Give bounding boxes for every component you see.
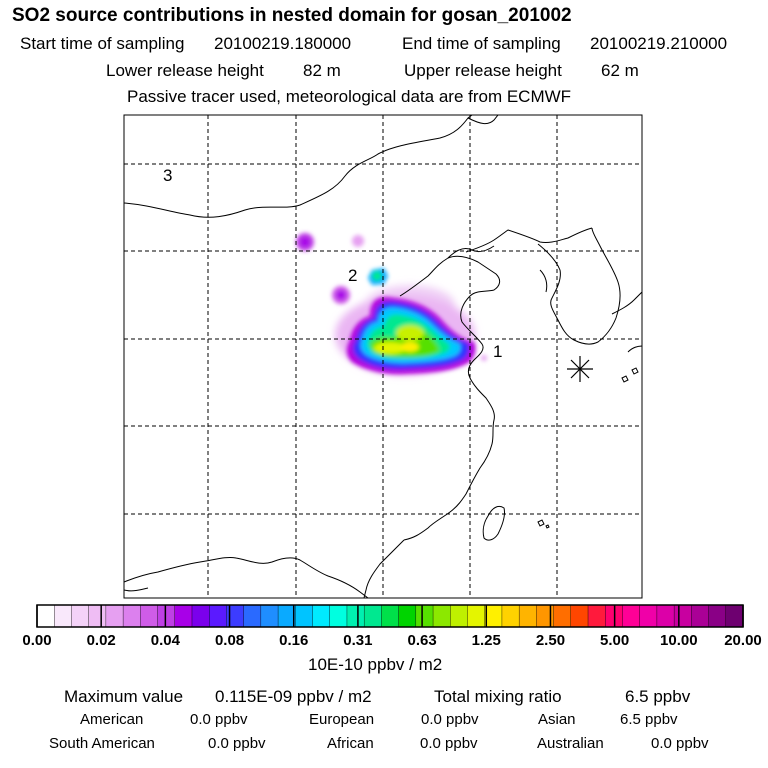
colorbar-tick-label: 0.63: [407, 632, 437, 649]
colorbar-tick-label: 10.00: [660, 632, 698, 649]
region-value-australian: 0.0 ppbv: [651, 735, 709, 752]
colorbar-cell: [363, 604, 382, 628]
colorbar-tick-label: 2.50: [535, 632, 566, 649]
tracer-note: Passive tracer used, meteorological data…: [127, 87, 572, 106]
colorbar-tick-label: 0.04: [150, 632, 180, 649]
asterisk-icon: [567, 356, 593, 382]
colorbar-cell: [54, 604, 73, 628]
coastlines: [124, 115, 642, 598]
region-label-2: 2: [348, 266, 357, 285]
colorbar-tick-label: 5.00: [600, 632, 630, 649]
total-mixing-label: Total mixing ratio: [434, 687, 562, 706]
region-name-african: African: [327, 735, 374, 752]
colorbar-cell: [260, 604, 279, 628]
lower-height-label: Lower release height: [106, 61, 264, 80]
colorbar-cell: [174, 604, 193, 628]
upper-height-label: Upper release height: [404, 61, 562, 80]
colorbar-cell: [553, 604, 572, 628]
colorbar-cell: [398, 604, 417, 628]
map-frame: [123, 114, 643, 599]
colorbar-cell: [570, 604, 589, 628]
region-label-1: 1: [493, 342, 502, 361]
colorbar-cell: [708, 604, 727, 628]
colorbar-cells: [36, 604, 744, 628]
colorbar-cell: [140, 604, 159, 628]
region-name-south-american: South American: [49, 735, 155, 752]
region-value-south-american: 0.0 ppbv: [208, 735, 266, 752]
region-label-3: 3: [163, 166, 172, 185]
colorbar-cell: [622, 604, 641, 628]
max-value-label: Maximum value: [64, 687, 184, 706]
colorbar-cell: [656, 604, 675, 628]
colorbar-cell: [415, 604, 434, 628]
region-value-european: 0.0 ppbv: [421, 711, 479, 728]
colorbar-cell: [295, 604, 314, 628]
colorbar-cell: [208, 604, 228, 628]
end-time-value: 20100219.210000: [590, 34, 728, 53]
start-time-label: Start time of sampling: [20, 34, 185, 53]
colorbar-cell: [536, 604, 555, 628]
region-value-american: 0.0 ppbv: [190, 711, 248, 728]
colorbar-cell: [105, 604, 124, 628]
colorbar-tick-label: 0.02: [86, 632, 116, 649]
lat-lon-grid: [124, 115, 642, 598]
total-mixing-value: 6.5 ppbv: [625, 687, 691, 706]
region-name-asian: Asian: [538, 711, 576, 728]
end-time-label: End time of sampling: [402, 34, 561, 53]
colorbar-cell: [467, 604, 486, 628]
region-name-european: European: [309, 711, 375, 728]
colorbar-cell: [243, 604, 262, 628]
colorbar-frame: [36, 604, 744, 628]
region-name-australian: Australian: [537, 735, 604, 752]
map-content: 1 2 3: [124, 115, 642, 598]
colorbar-cell: [691, 604, 710, 628]
colorbar-cell: [725, 604, 744, 628]
upper-height-value: 62 m: [601, 61, 639, 80]
colorbar-tick-label: 0.00: [22, 632, 52, 649]
max-value: 0.115E-09 ppbv / m2: [215, 687, 372, 706]
colorbar-cell: [122, 604, 141, 628]
page-title: SO2 source contributions in nested domai…: [12, 5, 572, 26]
colorbar-cell: [639, 604, 658, 628]
colorbar-tick-label: 1.25: [471, 632, 501, 649]
region-value-african: 0.0 ppbv: [420, 735, 478, 752]
colorbar-cell: [518, 604, 537, 628]
colorbar-unit-label: 10E-10 ppbv / m2: [308, 655, 443, 674]
colorbar-cell: [587, 604, 606, 628]
lower-height-value: 82 m: [303, 61, 341, 80]
region-name-american: American: [80, 711, 144, 728]
colorbar-cell: [381, 604, 400, 628]
colorbar-tick-label: 0.08: [214, 632, 245, 649]
region-value-asian: 6.5 ppbv: [620, 711, 678, 728]
colorbar-cell: [157, 604, 176, 628]
colorbar-tick-label: 0.31: [343, 632, 373, 649]
colorbar-cell: [312, 604, 331, 628]
colorbar-cell: [191, 604, 210, 628]
colorbar-cell: [484, 604, 503, 628]
colorbar-tick-label: 0.16: [279, 632, 309, 649]
colorbar-cell: [36, 604, 55, 628]
start-time-value: 20100219.180000: [214, 34, 352, 53]
colorbar-cell: [71, 604, 90, 628]
colorbar-cell: [450, 604, 469, 628]
colorbar-cell: [88, 604, 107, 628]
colorbar-cell: [673, 604, 692, 628]
colorbar-cell: [501, 604, 520, 628]
colorbar-cell: [329, 604, 348, 628]
colorbar-tick-label: 20.00: [724, 632, 762, 649]
colorbar-cell: [432, 604, 451, 628]
concentration-plume: [296, 233, 487, 375]
colorbar-cell: [346, 604, 365, 628]
